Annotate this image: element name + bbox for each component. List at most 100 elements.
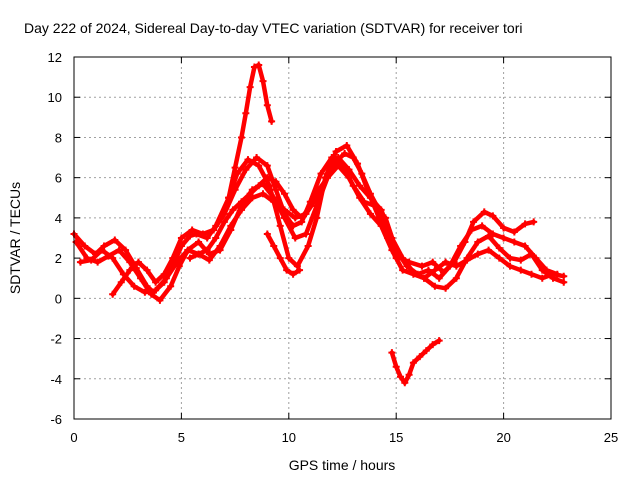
data-point bbox=[248, 194, 256, 202]
data-point bbox=[457, 242, 465, 250]
data-point bbox=[195, 250, 203, 258]
data-point bbox=[375, 206, 383, 214]
x-tick-label: 0 bbox=[70, 430, 77, 445]
data-point bbox=[244, 156, 252, 164]
data-point bbox=[212, 234, 220, 242]
data-point bbox=[173, 258, 181, 266]
data-point bbox=[255, 162, 263, 170]
data-point bbox=[167, 282, 175, 290]
data-point bbox=[152, 278, 160, 286]
data-point bbox=[435, 337, 443, 345]
data-point bbox=[259, 190, 267, 198]
data-point bbox=[422, 347, 430, 355]
data-point bbox=[195, 238, 203, 246]
x-tick-label: 5 bbox=[178, 430, 185, 445]
data-point bbox=[560, 278, 568, 286]
data-point bbox=[291, 214, 299, 222]
data-point bbox=[270, 198, 278, 206]
data-point bbox=[517, 256, 525, 264]
data-point bbox=[186, 254, 194, 262]
series-line-track-7 bbox=[389, 338, 442, 386]
data-point bbox=[416, 353, 424, 361]
data-point bbox=[281, 190, 289, 198]
data-point bbox=[360, 198, 368, 206]
data-point bbox=[98, 246, 106, 254]
data-point bbox=[141, 288, 149, 296]
data-point bbox=[521, 220, 529, 228]
data-point bbox=[500, 234, 508, 242]
data-point bbox=[268, 117, 276, 125]
data-point bbox=[220, 210, 228, 218]
data-point bbox=[291, 234, 299, 242]
data-point bbox=[349, 154, 357, 162]
data-point bbox=[205, 256, 213, 264]
data-point bbox=[485, 232, 493, 240]
data-point bbox=[392, 363, 400, 371]
data-point bbox=[328, 154, 336, 162]
data-point bbox=[231, 186, 239, 194]
data-point bbox=[510, 238, 518, 246]
data-point bbox=[302, 230, 310, 238]
data-point bbox=[285, 254, 293, 262]
data-point bbox=[143, 266, 151, 274]
data-point bbox=[409, 359, 417, 367]
data-point bbox=[553, 270, 561, 278]
data-point bbox=[283, 266, 291, 274]
data-point bbox=[296, 266, 304, 274]
data-point bbox=[560, 272, 568, 280]
data-point bbox=[109, 254, 117, 262]
x-axis-label: GPS time / hours bbox=[289, 457, 396, 473]
data-point bbox=[281, 210, 289, 218]
data-point bbox=[470, 218, 478, 226]
data-point bbox=[435, 274, 443, 282]
data-point bbox=[452, 262, 460, 270]
data-point bbox=[115, 246, 123, 254]
chart-title: Day 222 of 2024, Sidereal Day-to-day VTE… bbox=[24, 20, 523, 36]
data-point bbox=[489, 230, 497, 238]
data-point bbox=[184, 246, 192, 254]
data-point bbox=[528, 270, 536, 278]
data-point bbox=[356, 182, 364, 190]
x-tick-label: 15 bbox=[389, 430, 403, 445]
data-point bbox=[169, 254, 177, 262]
data-point bbox=[306, 202, 314, 210]
data-point bbox=[341, 150, 349, 158]
data-point bbox=[137, 274, 145, 282]
data-point bbox=[253, 154, 261, 162]
data-point bbox=[313, 202, 321, 210]
data-point bbox=[366, 190, 374, 198]
data-point bbox=[111, 236, 119, 244]
data-point bbox=[100, 242, 108, 250]
data-point bbox=[384, 230, 392, 238]
data-point bbox=[289, 222, 297, 230]
x-tick-label: 10 bbox=[282, 430, 296, 445]
data-point bbox=[134, 258, 142, 266]
data-point bbox=[263, 101, 271, 109]
y-tick-label: -6 bbox=[50, 412, 62, 427]
data-point bbox=[489, 212, 497, 220]
y-axis-ticks: -6 -4 -2 0 2 4 6 8 10 12 bbox=[48, 50, 611, 427]
y-tick-label: 4 bbox=[55, 211, 62, 226]
data-point bbox=[474, 238, 482, 246]
data-point bbox=[401, 379, 409, 387]
data-point bbox=[216, 242, 224, 250]
data-point bbox=[431, 282, 439, 290]
plot-frame bbox=[73, 56, 612, 420]
y-axis-label: SDTVAR / TECUs bbox=[7, 182, 23, 294]
data-point bbox=[229, 206, 237, 214]
data-point bbox=[126, 258, 134, 266]
data-point bbox=[478, 222, 486, 230]
data-point bbox=[152, 286, 160, 294]
data-point bbox=[452, 274, 460, 282]
y-tick-label: 2 bbox=[55, 251, 62, 266]
data-point bbox=[272, 186, 280, 194]
data-point bbox=[317, 170, 325, 178]
data-point bbox=[366, 210, 374, 218]
x-axis-ticks: 0 5 10 15 20 25 bbox=[70, 57, 618, 445]
data-point bbox=[87, 256, 95, 264]
data-point bbox=[289, 270, 297, 278]
data-point bbox=[506, 262, 514, 270]
data-point bbox=[332, 158, 340, 166]
data-point bbox=[109, 290, 117, 298]
data-point bbox=[94, 258, 102, 266]
